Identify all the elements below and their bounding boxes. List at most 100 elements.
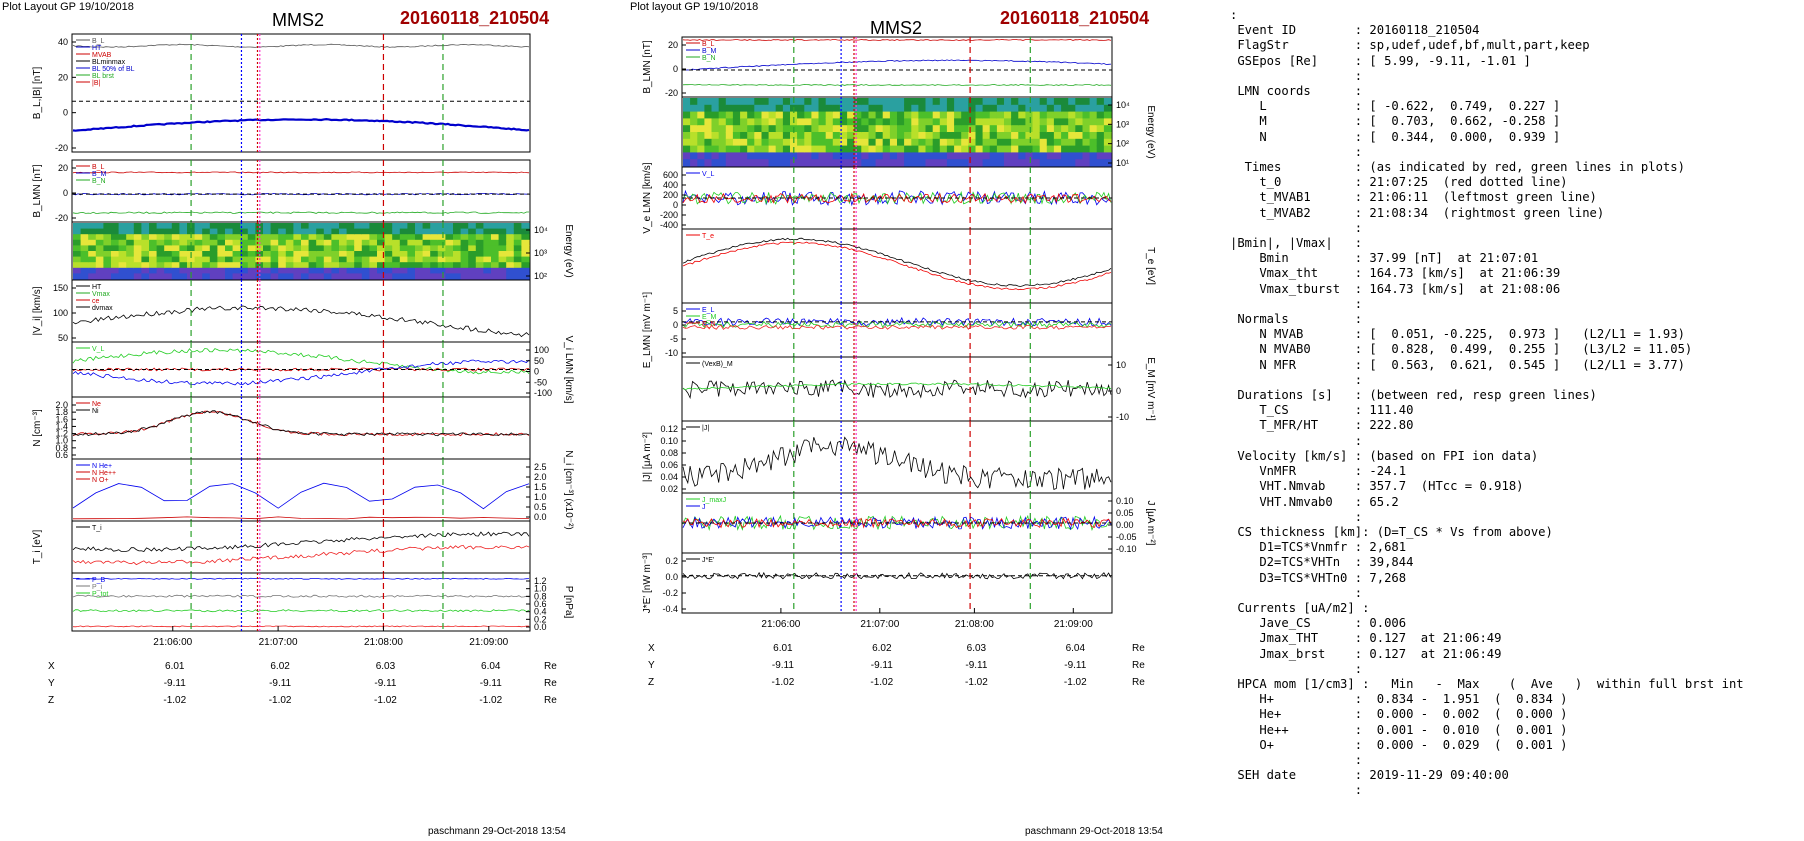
spectrogram-cell xyxy=(1046,118,1055,126)
spectrogram-cell xyxy=(118,267,127,274)
spectrogram-cell xyxy=(164,262,173,269)
spectrogram-cell xyxy=(839,138,848,147)
spectrogram-cell xyxy=(149,228,158,235)
right-trace xyxy=(682,241,1112,291)
spectrogram-cell xyxy=(179,239,188,246)
spectrogram-cell xyxy=(453,234,462,241)
right-trace xyxy=(682,515,1112,531)
right-trace xyxy=(682,379,1112,400)
spectrogram-cell xyxy=(156,245,165,252)
spectrogram-cell xyxy=(521,239,530,246)
spectrogram-cell xyxy=(868,125,877,133)
spectrogram-cell xyxy=(392,245,401,252)
spectrogram-cell xyxy=(697,132,705,140)
spectrogram-cell xyxy=(118,251,127,258)
spectrogram-cell xyxy=(782,152,791,160)
spectrogram-cell xyxy=(232,234,241,241)
spectrogram-cell xyxy=(293,245,302,252)
spectrogram-cell xyxy=(194,239,203,246)
spectrogram-cell xyxy=(1096,98,1105,106)
spectrogram-cell xyxy=(861,111,869,119)
spectrogram-cell xyxy=(1053,152,1062,160)
spectrogram-cell xyxy=(293,223,302,230)
spectrogram-cell xyxy=(704,118,713,126)
right-page-footer: paschmann 29-Oct-2018 13:54 xyxy=(1025,826,1163,837)
spectrogram-cell xyxy=(982,159,991,167)
spectrogram-cell xyxy=(897,111,905,119)
spectrogram-cell xyxy=(1061,104,1069,113)
right-coord-unit: Re xyxy=(1132,660,1145,671)
spectrogram-cell xyxy=(468,267,477,274)
spectrogram-cell xyxy=(202,251,211,258)
spectrogram-cell xyxy=(263,256,272,263)
spectrogram-cell xyxy=(1004,159,1012,167)
spectrogram-cell xyxy=(761,98,770,106)
left-ytick-right-label: 0.0 xyxy=(534,512,547,522)
spectrogram-cell xyxy=(704,145,713,153)
left-legend-label: BL brst xyxy=(92,73,114,80)
spectrogram-cell xyxy=(149,234,158,241)
spectrogram-cell xyxy=(982,132,991,140)
spectrogram-cell xyxy=(775,132,784,140)
right-trace xyxy=(682,59,1112,71)
right-coord-label: Y xyxy=(648,660,655,671)
spectrogram-cell xyxy=(225,273,234,280)
left-ylabel: B_LMN [nT] xyxy=(32,164,43,218)
spectrogram-cell xyxy=(483,251,492,258)
spectrogram-cell xyxy=(156,267,165,274)
left-coord-value: -9.11 xyxy=(269,678,291,689)
spectrogram-cell xyxy=(301,239,310,246)
left-legend-label: Ni xyxy=(92,408,99,415)
right-panel-frame xyxy=(681,36,1113,98)
spectrogram-cell xyxy=(255,234,264,241)
spectrogram-cell xyxy=(339,251,348,258)
spectrogram-cell xyxy=(80,228,89,235)
spectrogram-cell xyxy=(202,223,211,230)
spectrogram-cell xyxy=(897,152,905,160)
spectrogram-cell xyxy=(88,273,97,280)
left-trace xyxy=(72,410,530,437)
spectrogram-cell xyxy=(240,245,249,252)
spectrogram-cell xyxy=(377,223,386,230)
spectrogram-cell xyxy=(1011,125,1019,133)
spectrogram-cell xyxy=(747,118,755,126)
spectrogram-cell xyxy=(445,234,454,241)
spectrogram-cell xyxy=(156,234,165,241)
left-legend-label: Ne xyxy=(92,401,101,408)
spectrogram-cell xyxy=(232,239,241,246)
spectrogram-cell xyxy=(982,138,991,147)
left-legend-label: P_tot xyxy=(92,591,108,598)
spectrogram-cell xyxy=(498,223,507,230)
spectrogram-cell xyxy=(369,256,378,263)
spectrogram-cell xyxy=(1075,145,1083,153)
spectrogram-cell xyxy=(460,256,469,263)
spectrogram-cell xyxy=(804,138,812,147)
spectrogram-cell xyxy=(954,132,962,140)
spectrogram-cell xyxy=(202,228,211,235)
left-ytick-right-label: 2.5 xyxy=(534,462,547,472)
spectrogram-cell xyxy=(506,239,515,246)
spectrogram-cell xyxy=(263,234,272,241)
spectrogram-cell xyxy=(392,228,401,235)
right-legend-label: (VexB)_M xyxy=(702,361,733,368)
spectrogram-cell xyxy=(868,111,877,119)
spectrogram-cell xyxy=(202,239,211,246)
spectrogram-cell xyxy=(521,256,530,263)
spectrogram-cell xyxy=(164,267,173,274)
spectrogram-cell xyxy=(1004,132,1012,140)
spectrogram-cell xyxy=(445,239,454,246)
spectrogram-cell xyxy=(1046,104,1055,113)
spectrogram-cell xyxy=(754,152,762,160)
spectrogram-cell xyxy=(882,125,891,133)
spectrogram-cell xyxy=(875,111,884,119)
spectrogram-cell xyxy=(832,98,841,106)
spectrogram-cell xyxy=(904,98,912,106)
spectrogram-cell xyxy=(968,152,976,160)
spectrogram-cell xyxy=(968,159,976,167)
spectrogram-cell xyxy=(103,234,112,241)
spectrogram-cell xyxy=(946,145,955,153)
spectrogram-cell xyxy=(95,251,104,258)
left-coord-unit: Re xyxy=(544,695,557,706)
spectrogram-cell xyxy=(740,138,748,147)
spectrogram-cell xyxy=(179,223,188,230)
